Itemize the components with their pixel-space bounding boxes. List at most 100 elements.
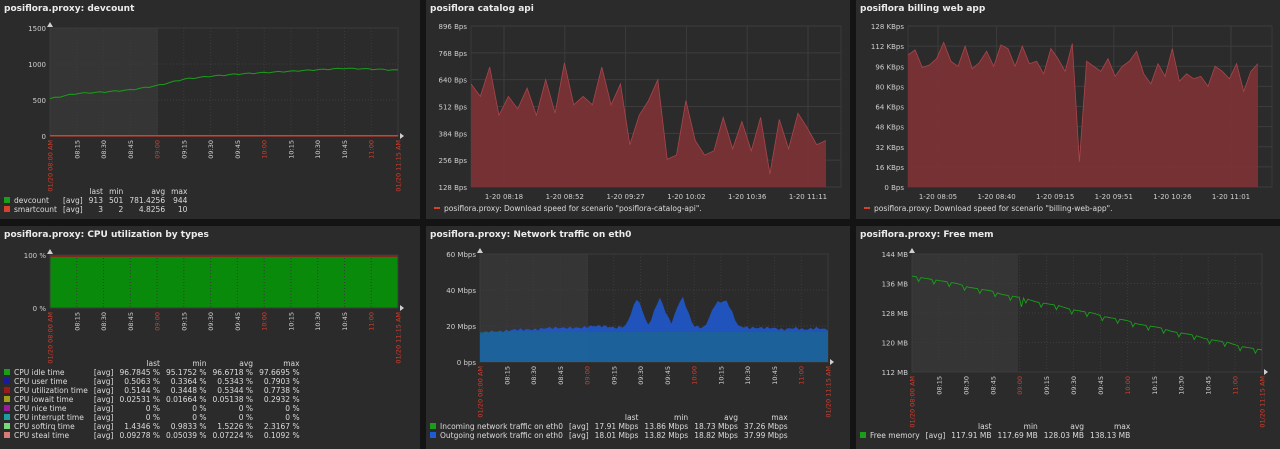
- legend-fn: [avg]: [93, 368, 114, 377]
- legend-min: 13.86 Mbps: [644, 422, 689, 431]
- x-tick-label: 08:45: [127, 312, 135, 331]
- legend-last: 0.5144 %: [124, 386, 160, 395]
- legend-max: 944: [173, 196, 188, 205]
- legend-last: 117.91 MB: [951, 431, 992, 440]
- y-axis-arrow: [47, 22, 53, 27]
- legend-min: 117.69 MB: [997, 431, 1038, 440]
- legend-last: 0 %: [145, 413, 160, 422]
- legend-row: CPU interrupt time [avg] 0 % 0 % 0 % 0 %: [4, 413, 306, 422]
- legend-label: posiflora.proxy: Download speed for scen…: [874, 204, 1113, 213]
- y-tick-label: 100 %: [24, 252, 47, 260]
- x-tick-label: 09:45: [664, 366, 672, 385]
- devcount-graph[interactable]: 1500 1000 500 001/20 08:00 AM 08:15 08:30 08:4…: [0, 0, 420, 219]
- x-tick-label: 09:00: [154, 140, 162, 159]
- legend-name: Outgoing network traffic on eth0: [430, 431, 569, 440]
- legend-name: CPU user time: [4, 377, 94, 386]
- series-line: [470, 62, 827, 175]
- x-tick-label: 10:15: [287, 140, 295, 159]
- x-tick-label: 1-20 11:01: [1212, 193, 1250, 201]
- y-tick-label: 0 Bps: [884, 184, 904, 192]
- y-tick-label: 0 %: [33, 305, 47, 313]
- x-tick-label: 09:15: [610, 366, 618, 385]
- panel-title: posiflora.proxy: devcount: [4, 4, 135, 14]
- x-tick-label: 01/20 08:00 AM: [47, 140, 55, 192]
- legend-row: CPU softirq time [avg] 1.4346 % 0.9833 % 1.5…: [4, 422, 306, 431]
- legend-swatch: [4, 396, 10, 402]
- x-tick-label: 08:30: [962, 376, 970, 395]
- x-axis-arrow: [400, 133, 404, 139]
- x-tick-label: 09:30: [207, 312, 215, 331]
- x-tick-label: 10:45: [1205, 376, 1213, 395]
- panel-title: posiflora.proxy: CPU utilization by type…: [4, 230, 209, 240]
- panel-cpu: posiflora.proxy: CPU utilization by type…: [0, 226, 420, 449]
- x-tick-label: 10:00: [691, 366, 699, 385]
- cpu-idle-area: [50, 256, 398, 308]
- legend-avg: 0 %: [238, 404, 254, 413]
- legend-row: Incoming network traffic on eth0 [avg] 17.…: [430, 422, 794, 431]
- x-tick-label: 1-20 10:36: [728, 193, 767, 201]
- legend-fn: [avg]: [93, 431, 114, 440]
- legend-swatch: [4, 432, 10, 438]
- x-tick-label: 10:15: [287, 312, 295, 331]
- catalog-legend: posiflora.proxy: Download speed for scen…: [434, 204, 702, 213]
- x-tick-label: 10:00: [1124, 376, 1132, 395]
- legend-swatch: [434, 207, 440, 209]
- legend-label: posiflora.proxy: Download speed for scen…: [444, 204, 702, 213]
- y-tick-label: 896 Bps: [439, 23, 468, 31]
- y-tick-label: 120 MB: [882, 340, 909, 348]
- y-tick-label: 0: [42, 133, 46, 141]
- legend-avg: 96.6718 %: [212, 368, 254, 377]
- cpu-graph[interactable]: 100 %0 %01/20 08:00 AM 08:15 08:30 08:45 09:…: [0, 226, 420, 449]
- x-tick-label: 01/20 08:00 AM: [477, 366, 485, 418]
- x-tick-label: 09:15: [1043, 376, 1051, 395]
- y-tick-label: 384 Bps: [439, 130, 468, 138]
- catalog-graph[interactable]: 896 Bps 768 Bps 640 Bps 512 Bps 384 Bps 256 B…: [426, 0, 850, 219]
- legend-swatch: [4, 423, 10, 429]
- legend-max: 2.3167 %: [263, 422, 300, 431]
- legend-col-head: min: [1023, 422, 1038, 431]
- y-tick-label: 500: [33, 97, 46, 105]
- x-tick-label: 11:00: [1232, 376, 1240, 395]
- legend-swatch: [860, 432, 866, 438]
- x-tick-label: 10:45: [771, 366, 779, 385]
- legend-row: CPU idle time [avg] 96.7845 % 95.1752 % 96.6…: [4, 368, 306, 377]
- legend-name: Free memory: [860, 431, 926, 440]
- legend-name: Incoming network traffic on eth0: [430, 422, 569, 431]
- legend-min: 95.1752 %: [166, 368, 207, 377]
- y-tick-label: 40 Mbps: [446, 287, 476, 295]
- legend-last: 0.09278 %: [119, 431, 160, 440]
- panel-title: posiflora.proxy: Free mem: [860, 230, 994, 240]
- legend-col-head: avg: [151, 187, 166, 196]
- legend-row: devcount [avg] 913 501 781.4256 944: [4, 196, 193, 205]
- x-tick-label: 01/20 11:15 AM: [395, 312, 403, 364]
- x-tick-label: 09:00: [584, 366, 592, 385]
- legend-col-head: min: [674, 413, 689, 422]
- legend-last: 913: [88, 196, 103, 205]
- x-tick-label: 1-20 08:05: [919, 193, 957, 201]
- panel-devcount: posiflora.proxy: devcount 1500 1000 500 0 01…: [0, 0, 420, 219]
- x-tick-label: 09:45: [234, 140, 242, 159]
- x-tick-label: 09:45: [234, 312, 242, 331]
- legend-swatch: [4, 414, 10, 420]
- x-tick-label: 01/20 08:00 AM: [47, 312, 55, 364]
- y-tick-label: 20 Mbps: [446, 323, 476, 331]
- legend-min: 2: [118, 205, 124, 214]
- x-tick-label: 09:15: [180, 312, 188, 331]
- x-tick-label: 01/20 11:15 AM: [825, 366, 833, 418]
- panel-title: posiflora.proxy: Network traffic on eth0: [430, 230, 632, 240]
- panel-billing-web-app: posiflora billing web app 128 KBps 112 KB…: [856, 0, 1280, 219]
- billing-graph[interactable]: 128 KBps 112 KBps 96 KBps 80 KBps 64 KBps 48 …: [856, 0, 1280, 219]
- legend-avg: 1.5226 %: [217, 422, 254, 431]
- y-tick-label: 128 Bps: [439, 184, 468, 192]
- legend-min: 0.3448 %: [170, 386, 207, 395]
- x-tick-label: 08:30: [100, 312, 108, 331]
- legend-row: Outgoing network traffic on eth0 [avg] 18.…: [430, 431, 794, 440]
- legend-min: 0 %: [192, 404, 207, 413]
- x-tick-label: 1-20 10:02: [667, 193, 705, 201]
- x-tick-label: 10:30: [314, 140, 322, 159]
- legend-name: CPU iowait time: [4, 395, 94, 404]
- x-tick-label: 1-20 09:15: [1036, 193, 1074, 201]
- devcount-legend: last min avg max devcount [avg] 913 501 781.4256…: [4, 187, 193, 214]
